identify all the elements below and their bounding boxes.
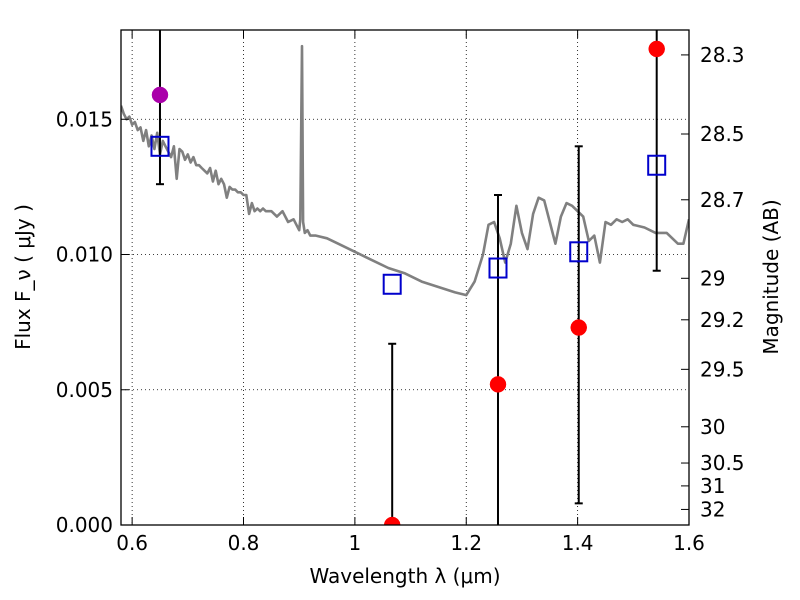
y-axis-title: Flux F_ν ( μJy ) <box>11 204 35 350</box>
y-tick-label: 0.015 <box>56 107 113 131</box>
model-square-marker <box>488 257 508 279</box>
x-tick-label: 1.4 <box>562 531 594 555</box>
spectrum-layer <box>121 44 689 297</box>
tick-layer: 0.6 0.8 1 1.2 1.4 1.6 0.000 0.005 0.010 0.015 28.3… <box>56 30 745 555</box>
x-axis-title: Wavelength λ (μm) <box>309 564 500 588</box>
model-square-marker <box>569 241 589 263</box>
magnitude-tick-label: 30 <box>700 415 725 439</box>
y-tick-label: 0.000 <box>56 513 113 537</box>
x-tick-label: 0.6 <box>116 531 148 555</box>
observed-flux-marker <box>489 376 507 393</box>
optical-point-marker <box>151 86 169 104</box>
y-tick-label: 0.010 <box>56 243 113 267</box>
model-square-marker <box>382 273 402 295</box>
magnitude-tick-label: 31 <box>700 474 725 498</box>
magnitude-tick-label: 32 <box>700 497 725 521</box>
x-tick-label: 0.8 <box>228 531 260 555</box>
errorbar-layer <box>155 30 661 525</box>
model-square-layer <box>150 135 667 295</box>
magnitude-tick-label: 30.5 <box>700 451 745 475</box>
observed-point-layer <box>151 40 665 525</box>
magnitude-tick-label: 28.7 <box>700 188 745 212</box>
magnitude-axis-title: Magnitude (AB) <box>759 199 783 354</box>
observed-flux-marker <box>570 319 587 336</box>
model-square-marker <box>647 154 667 176</box>
x-tick-label: 1.6 <box>673 531 705 555</box>
magnitude-tick-label: 29.2 <box>700 308 745 332</box>
magnitude-tick-label: 28.3 <box>700 43 745 67</box>
plot-frame <box>120 29 690 526</box>
magnitude-tick-label: 29 <box>700 266 725 290</box>
y-tick-label: 0.005 <box>56 378 113 402</box>
observed-flux-marker <box>648 40 665 58</box>
x-tick-label: 1 <box>349 531 362 555</box>
magnitude-tick-label: 28.5 <box>700 122 745 146</box>
observed-flux-marker <box>383 516 401 525</box>
spectrum-line <box>121 44 689 297</box>
model-square-marker <box>150 135 170 157</box>
x-tick-label: 1.2 <box>450 531 482 555</box>
magnitude-tick-label: 29.5 <box>700 357 745 381</box>
